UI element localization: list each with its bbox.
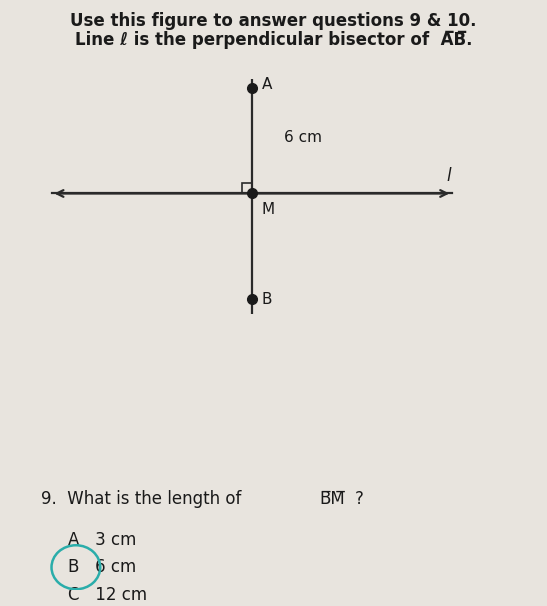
Text: C   12 cm: C 12 cm bbox=[68, 587, 147, 604]
Text: l: l bbox=[447, 167, 451, 185]
Text: 9.  What is the length of: 9. What is the length of bbox=[40, 490, 252, 508]
Text: ?: ? bbox=[354, 490, 364, 508]
Text: B   6 cm: B 6 cm bbox=[68, 558, 136, 576]
Text: 6 cm: 6 cm bbox=[284, 130, 322, 145]
Text: A: A bbox=[261, 78, 272, 93]
Text: Line ℓ is the perpendicular bisector of  A̅B̅.: Line ℓ is the perpendicular bisector of … bbox=[75, 31, 472, 49]
Text: B: B bbox=[261, 291, 272, 307]
Text: A   3 cm: A 3 cm bbox=[68, 531, 136, 548]
Text: B̅M̅: B̅M̅ bbox=[319, 490, 345, 508]
Text: Use this figure to answer questions 9 & 10.: Use this figure to answer questions 9 & … bbox=[70, 12, 477, 30]
Text: M: M bbox=[261, 202, 275, 218]
